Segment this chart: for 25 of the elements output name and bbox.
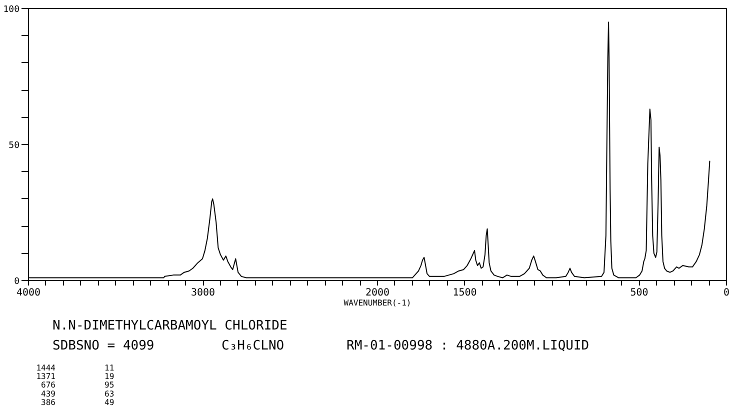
text: 676	[41, 380, 56, 390]
x-tick-label: 500	[630, 288, 648, 298]
x-tick-label: 0	[723, 288, 730, 298]
x-tick-label: 2000	[365, 288, 390, 298]
text: 11	[104, 364, 114, 372]
text: SDBSNO = 4099	[52, 338, 154, 354]
text: C₃H₆CLNO	[222, 338, 284, 354]
text: N.N-DIMETHYLCARBAMOYL CHLORIDE	[52, 318, 288, 334]
text: 19	[104, 372, 114, 382]
y-tick-label: 0	[14, 277, 20, 287]
text: 386	[41, 398, 56, 407]
text: 1371	[36, 372, 56, 382]
y-tick-label: 50	[8, 141, 20, 151]
x-tick-label: 3000	[190, 288, 216, 298]
text: 95	[104, 380, 114, 390]
text: RM-01-00998 : 4880A.200M.LIQUID	[346, 338, 590, 354]
x-tick-label: 1500	[452, 288, 477, 298]
text: 49	[104, 398, 114, 407]
text: 1444	[36, 364, 56, 372]
y-tick-label: 100	[3, 5, 20, 15]
text: 439	[41, 389, 56, 398]
line-series	[28, 22, 710, 278]
x-axis-title: WAVENUMBER(-1)	[344, 298, 412, 308]
x-tick-label: 4000	[16, 288, 41, 298]
text: 63	[104, 389, 114, 398]
